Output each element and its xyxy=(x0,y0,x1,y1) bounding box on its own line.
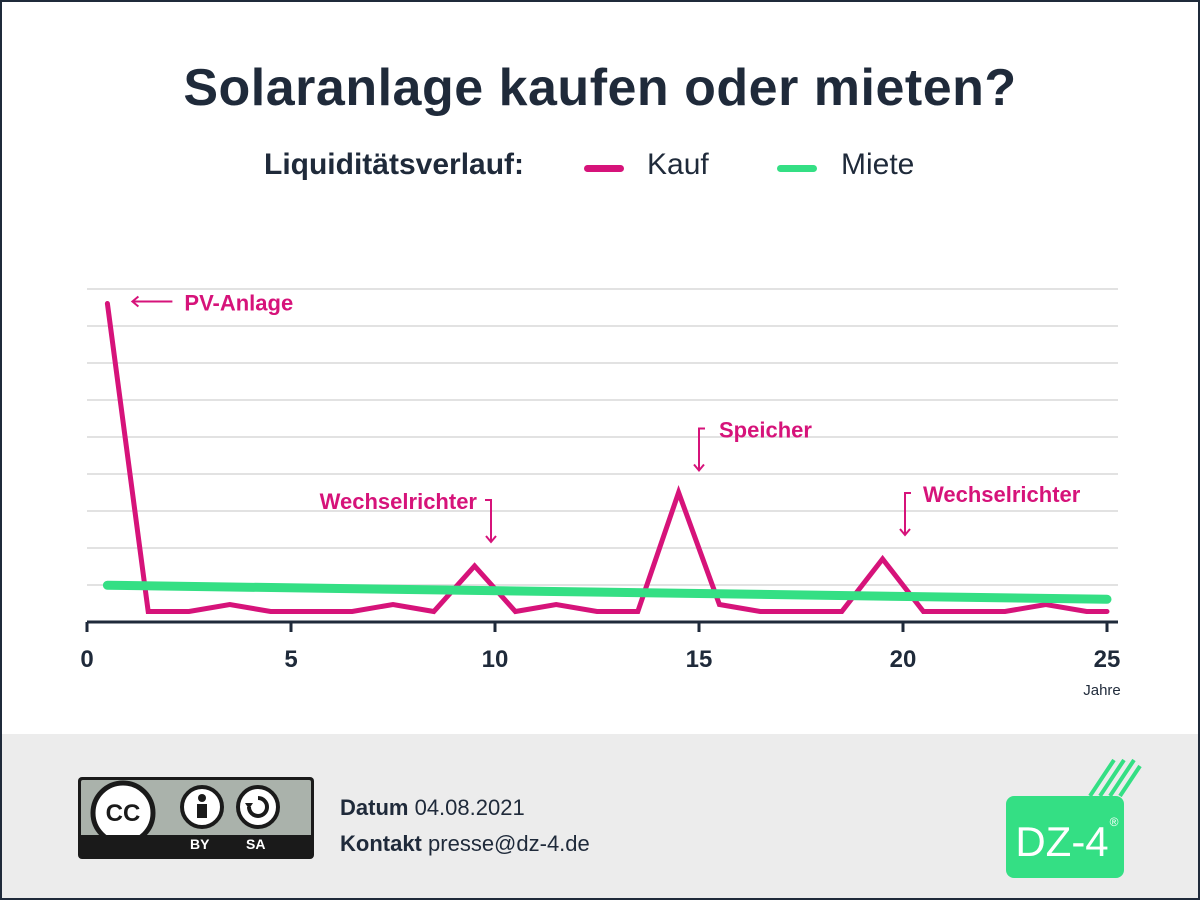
cc-license-badge[interactable]: CC BY SA xyxy=(78,777,314,859)
share-alike-icon xyxy=(236,785,280,829)
gridlines xyxy=(87,288,1118,586)
svg-text:DZ-4: DZ-4 xyxy=(1015,818,1108,865)
annotation-label: Wechselrichter xyxy=(320,489,478,514)
legend-swatch-miete xyxy=(777,165,817,172)
x-tick-label: 5 xyxy=(284,646,297,673)
contact-email[interactable]: presse@dz-4.de xyxy=(428,831,590,856)
legend-swatch-kauf xyxy=(584,165,624,172)
line-chart: 0 5 10 15 20 25 PV-Anlage Wechselrichter Speich… xyxy=(80,288,1121,699)
svg-text:®: ® xyxy=(1110,815,1119,829)
annotation-arrow xyxy=(130,295,173,308)
footer: CC BY SA Datum 04.08.2021 Kontakt presse… xyxy=(2,734,1198,898)
annotation-arrow xyxy=(899,492,911,537)
x-tick-label: 0 xyxy=(80,646,93,673)
date-value: 04.08.2021 xyxy=(414,795,525,820)
annotation-label: Wechselrichter xyxy=(923,482,1081,507)
contact-label: Kontakt xyxy=(340,831,422,856)
annotation-arrow xyxy=(485,499,497,544)
x-ticks: 0 5 10 15 20 25 xyxy=(80,622,1120,673)
cc-by-label: BY xyxy=(190,836,210,852)
cc-sa-label: SA xyxy=(246,836,266,852)
annotation-label: PV-Anlage xyxy=(184,291,293,316)
date-label: Datum xyxy=(340,795,409,820)
x-tick-label: 20 xyxy=(890,646,917,673)
x-tick-label: 15 xyxy=(686,646,713,673)
x-tick-label: 25 xyxy=(1094,646,1121,673)
annotations: PV-Anlage Wechselrichter Speicher Wechselri… xyxy=(130,291,1081,544)
annotation-arrow xyxy=(693,427,705,473)
legend-label: Liquiditätsverlauf: xyxy=(264,148,525,181)
series-line-miete xyxy=(102,580,1112,604)
series-line-kauf xyxy=(104,301,1110,615)
legend: Liquiditätsverlauf: Kauf Miete xyxy=(2,148,1198,188)
series xyxy=(102,301,1112,615)
page-title: Solaranlage kaufen oder mieten? xyxy=(183,59,1017,117)
meta-info: Datum 04.08.2021 Kontakt presse@dz-4.de xyxy=(340,790,590,862)
x-axis-label: Jahre xyxy=(1083,682,1121,699)
annotation-label: Speicher xyxy=(719,418,812,443)
legend-item-kauf: Kauf xyxy=(647,148,709,181)
x-tick-label: 10 xyxy=(482,646,509,673)
dz4-logo: DZ-4 ® xyxy=(1006,758,1142,878)
svg-text:CC: CC xyxy=(106,800,141,827)
cc-icons: CC xyxy=(90,780,280,846)
legend-item-miete: Miete xyxy=(841,148,915,181)
